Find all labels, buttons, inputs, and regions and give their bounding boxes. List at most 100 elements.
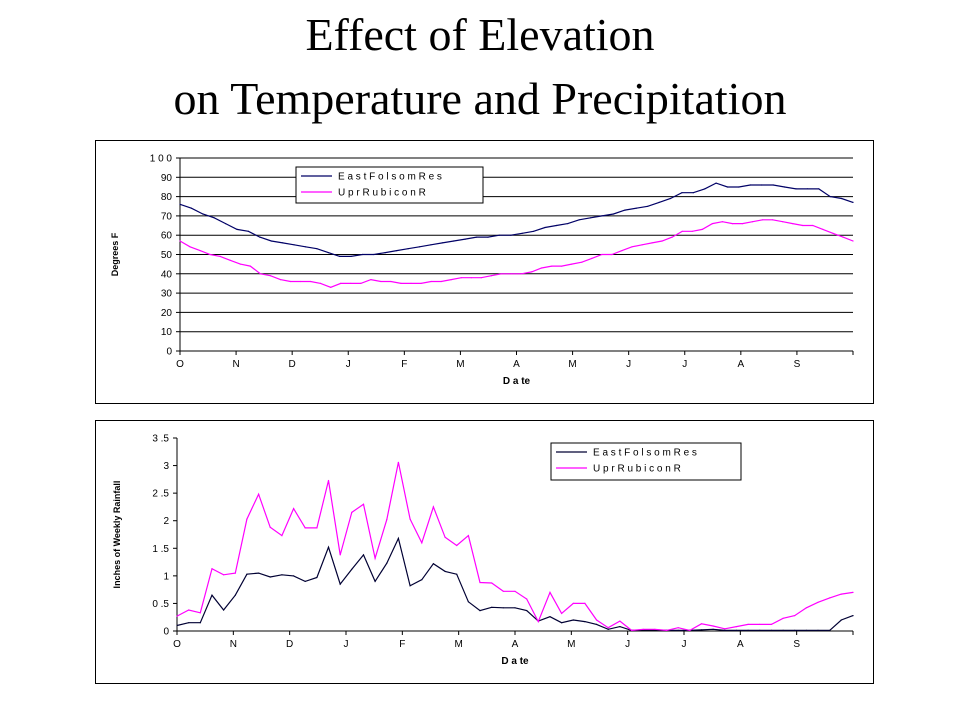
- data-point: [840, 619, 842, 621]
- data-point: [339, 255, 341, 257]
- data-point: [607, 627, 609, 629]
- data-point: [179, 203, 181, 205]
- x-tick-label: J: [682, 359, 687, 370]
- rainfall-chart: 0 0 .5 1 1 .5 2 2 .5 3 3 .5 O N D J F M A M J J A S D a te In…: [112, 434, 854, 667]
- data-point: [362, 503, 365, 505]
- data-point: [444, 570, 446, 572]
- x-tick-label: N: [230, 639, 237, 650]
- y-tick-label: 3: [163, 461, 169, 472]
- data-point: [747, 623, 749, 625]
- data-point: [370, 279, 372, 281]
- data-point: [840, 593, 842, 595]
- data-point: [510, 273, 513, 275]
- data-point: [829, 196, 831, 198]
- x-tick-label: M: [454, 639, 462, 650]
- data-point: [514, 607, 516, 609]
- data-point: [533, 230, 535, 232]
- data-point: [396, 250, 398, 252]
- data-point: [691, 230, 693, 232]
- x-tick-label: M: [568, 359, 576, 370]
- y-tick-label: 80: [161, 192, 173, 203]
- legend-label: U p r R u b i c o n R: [593, 464, 681, 475]
- data-point: [651, 242, 653, 244]
- data-point: [852, 240, 854, 242]
- data-point: [561, 612, 563, 614]
- data-point: [619, 620, 621, 622]
- x-tick-label: F: [399, 639, 405, 650]
- data-point: [223, 609, 225, 611]
- data-point: [246, 573, 248, 575]
- x-tick-label: J: [626, 359, 631, 370]
- data-point: [190, 207, 192, 209]
- data-point: [642, 628, 644, 630]
- data-point: [339, 554, 341, 556]
- data-point: [635, 207, 637, 209]
- data-point: [293, 508, 295, 510]
- legend-label: E a s t F o l s o m R e s: [593, 448, 697, 459]
- temperature-chart-panel: 0 10 20 30 40 50 60 70 80 90 1 0 0 O N D J F M A M J J A S D a …: [95, 140, 874, 404]
- data-point: [735, 626, 738, 628]
- y-tick-label: 40: [161, 269, 173, 280]
- data-point: [441, 242, 443, 244]
- legend-label: E a s t F o l s o m R e s: [338, 172, 442, 183]
- data-point: [795, 188, 797, 190]
- data-point: [805, 607, 808, 609]
- data-point: [397, 537, 399, 539]
- data-point: [715, 182, 717, 184]
- data-point: [671, 236, 673, 238]
- data-point: [761, 184, 763, 186]
- data-point: [724, 629, 726, 631]
- data-point: [225, 223, 227, 225]
- data-point: [418, 246, 421, 248]
- data-point: [782, 629, 784, 631]
- y-tick-label: 20: [161, 308, 173, 319]
- y-tick-label: 70: [161, 211, 173, 222]
- data-point: [409, 585, 411, 587]
- data-point: [229, 259, 231, 261]
- data-point: [380, 280, 382, 283]
- data-point: [584, 602, 586, 604]
- y-tick-label: 60: [161, 231, 173, 242]
- data-point: [721, 221, 724, 223]
- data-point: [281, 535, 283, 537]
- data-point: [282, 242, 284, 244]
- data-point: [621, 250, 623, 252]
- data-point: [179, 240, 181, 242]
- data-point: [596, 623, 598, 625]
- data-point: [258, 572, 260, 574]
- data-point: [677, 627, 679, 629]
- data-point: [456, 573, 458, 575]
- data-point: [202, 213, 204, 215]
- data-point: [567, 223, 569, 225]
- data-point: [432, 563, 434, 565]
- x-tick-label: A: [512, 639, 519, 650]
- data-point: [770, 629, 773, 631]
- data-point: [784, 186, 786, 188]
- y-tick-label: 1 .5: [152, 544, 169, 555]
- data-point: [316, 576, 318, 579]
- data-point: [521, 232, 523, 234]
- data-point: [549, 591, 551, 593]
- data-point: [351, 568, 353, 570]
- data-point: [531, 271, 533, 273]
- data-point: [259, 273, 261, 275]
- data-point: [502, 607, 504, 609]
- data-point: [289, 280, 292, 283]
- y-tick-label: 2 .5: [152, 489, 169, 500]
- data-point: [236, 228, 238, 230]
- data-point: [549, 616, 551, 618]
- y-tick-label: 0 .5: [152, 599, 169, 610]
- data-point: [852, 615, 854, 617]
- x-tick-label: O: [176, 359, 184, 370]
- data-point: [526, 610, 528, 612]
- x-tick-label: J: [346, 359, 351, 370]
- series-line-0: [176, 536, 854, 632]
- data-point: [772, 184, 774, 186]
- data-point: [578, 219, 580, 221]
- data-point: [246, 518, 248, 520]
- data-point: [467, 601, 469, 603]
- data-point: [270, 240, 272, 242]
- y-tick-label: 1: [163, 571, 169, 582]
- data-point: [738, 186, 740, 188]
- data-point: [327, 479, 330, 482]
